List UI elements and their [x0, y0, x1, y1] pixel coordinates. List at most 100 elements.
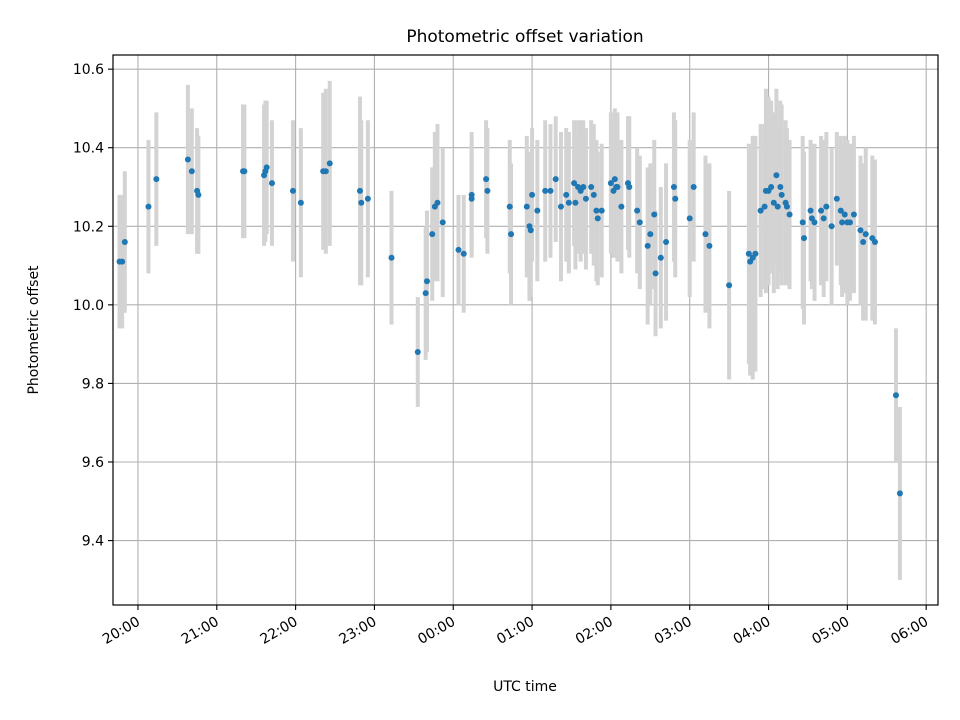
data-point — [455, 246, 462, 253]
data-point — [268, 180, 275, 187]
x-axis-label: UTC time — [493, 679, 557, 695]
data-point — [153, 176, 160, 183]
data-points — [116, 156, 903, 497]
data-point — [833, 195, 840, 202]
data-point — [761, 203, 768, 210]
data-point — [547, 187, 554, 194]
data-point — [626, 184, 633, 190]
data-point — [322, 168, 329, 175]
data-point — [263, 164, 270, 171]
data-point — [611, 176, 618, 183]
data-point — [594, 215, 601, 222]
y-tick-label: 9.8 — [82, 376, 104, 392]
data-point — [801, 235, 808, 242]
data-point — [580, 184, 587, 190]
data-point — [811, 219, 818, 226]
data-point — [896, 490, 903, 497]
data-point — [534, 207, 541, 214]
data-point — [841, 211, 848, 218]
y-tick-label: 10.0 — [73, 298, 104, 314]
data-point — [552, 176, 559, 183]
data-point — [563, 191, 570, 198]
data-point — [651, 211, 658, 218]
data-point — [807, 207, 814, 214]
data-point — [823, 203, 830, 210]
data-point — [799, 219, 806, 226]
data-point — [358, 199, 365, 206]
data-point — [828, 223, 835, 230]
data-point — [672, 195, 679, 202]
data-point — [297, 199, 304, 206]
data-point — [429, 231, 436, 238]
data-point — [388, 254, 395, 261]
data-point — [846, 219, 853, 226]
data-point — [690, 184, 697, 190]
data-point — [439, 219, 446, 226]
data-point — [860, 239, 867, 245]
data-point — [119, 258, 126, 265]
data-point — [571, 180, 578, 187]
data-point — [770, 199, 777, 206]
data-point — [634, 207, 641, 214]
data-point — [618, 203, 625, 210]
data-point — [892, 392, 899, 399]
plot-frame — [112, 54, 939, 606]
data-point — [326, 160, 333, 167]
data-point — [557, 203, 564, 210]
data-point — [582, 195, 589, 202]
data-point — [607, 180, 614, 187]
data-point — [529, 191, 536, 198]
data-point — [862, 231, 869, 238]
data-point — [565, 199, 572, 206]
data-point — [593, 207, 600, 214]
data-point — [657, 254, 664, 261]
data-point — [527, 227, 534, 234]
data-point — [636, 219, 643, 226]
data-point — [644, 242, 651, 249]
data-point — [434, 199, 441, 206]
data-point — [483, 176, 490, 183]
data-point — [702, 231, 709, 238]
data-point — [188, 168, 195, 175]
data-point — [588, 184, 595, 190]
data-point — [364, 195, 371, 202]
data-point — [837, 207, 844, 214]
data-point — [184, 156, 191, 163]
data-point — [726, 282, 733, 289]
data-point — [647, 231, 654, 238]
data-point — [508, 231, 515, 238]
data-point — [783, 203, 790, 210]
y-tick-label: 10.4 — [73, 141, 104, 157]
data-point — [839, 219, 846, 226]
data-point — [614, 184, 621, 190]
y-tick-label: 10.6 — [73, 62, 104, 78]
data-point — [195, 191, 202, 198]
data-point — [652, 270, 659, 277]
data-point — [414, 349, 421, 355]
data-point — [850, 211, 857, 218]
data-point — [670, 184, 677, 190]
data-point — [706, 242, 713, 249]
y-tick-label: 9.4 — [82, 534, 104, 550]
y-axis-ticks: 9.4 9.6 9.8 10.0 10.2 10.4 10.6 — [73, 62, 113, 550]
data-point — [745, 250, 752, 257]
data-point — [818, 207, 825, 214]
data-point — [752, 250, 759, 257]
data-point — [523, 203, 530, 210]
data-point — [773, 172, 780, 179]
chart-title: Photometric offset variation — [406, 27, 643, 47]
data-point — [590, 191, 597, 198]
data-point — [786, 211, 793, 218]
data-point — [542, 187, 549, 194]
data-point — [356, 187, 363, 194]
data-point — [572, 199, 579, 206]
data-point — [774, 203, 781, 210]
data-point — [422, 290, 429, 297]
data-point — [484, 187, 491, 194]
data-point — [506, 203, 513, 210]
data-point — [460, 250, 467, 257]
data-point — [757, 207, 764, 214]
data-point — [121, 239, 128, 245]
